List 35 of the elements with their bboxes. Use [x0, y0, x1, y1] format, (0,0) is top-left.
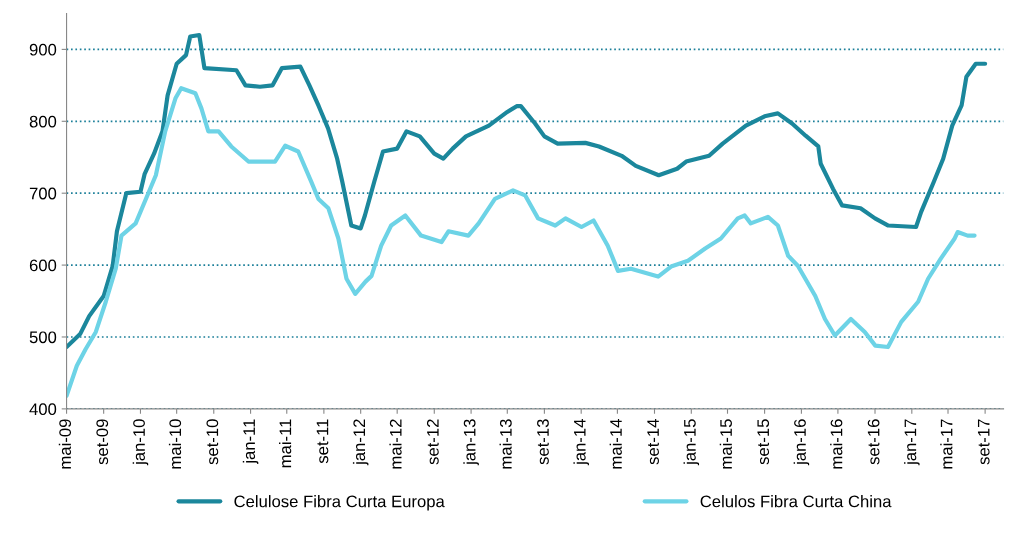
x-tick-label: set-16: [867, 419, 880, 465]
x-tick-label: jan-15: [683, 419, 700, 466]
x-tick-label: jan-17: [904, 419, 920, 466]
x-tick-label: mai-11: [279, 419, 292, 468]
x-tick-label: mai-10: [168, 419, 182, 469]
x-tick-label: mai-13: [499, 419, 512, 469]
y-tick-label: 900: [29, 43, 57, 56]
line-series: [66, 86, 977, 399]
x-tick-label: set-12: [426, 419, 439, 465]
y-tick-label: 800: [29, 115, 57, 128]
x-tick-label: jan-14: [573, 419, 589, 466]
legend-label: Celulos Fibra Curta China: [700, 495, 892, 508]
legend-label: Celulose Fibra Curta Europa: [234, 495, 445, 511]
x-tick-label: jan-11: [242, 419, 259, 465]
x-tick-label: mai-17: [940, 419, 953, 469]
y-tick-label: 600: [29, 259, 57, 272]
x-tick-label: mai-15: [719, 419, 732, 469]
x-tick-label: set-15: [757, 419, 770, 465]
x-tick-label: jan-16: [793, 419, 810, 466]
x-tick-label: set-14: [647, 419, 659, 465]
x-tick-label: jan-12: [352, 419, 369, 466]
y-tick-label: 500: [29, 331, 57, 344]
x-tick-label: set-13: [537, 419, 549, 465]
y-tick-label: 400: [29, 403, 57, 416]
x-tick-label: mai-09: [58, 419, 72, 469]
x-tick-label: jan-10: [132, 419, 149, 466]
x-tick-label: set-09: [96, 419, 109, 465]
x-tick-label: set-10: [206, 419, 219, 465]
x-tick-label: mai-12: [389, 419, 402, 469]
x-tick-label: set-11: [316, 419, 329, 464]
x-tick-label: mai-16: [830, 419, 843, 469]
x-tick-label: mai-14: [609, 419, 622, 469]
x-tick-label: jan-13: [463, 419, 479, 466]
y-tick-label: 700: [29, 187, 57, 200]
x-tick-label: set-17: [977, 419, 990, 465]
